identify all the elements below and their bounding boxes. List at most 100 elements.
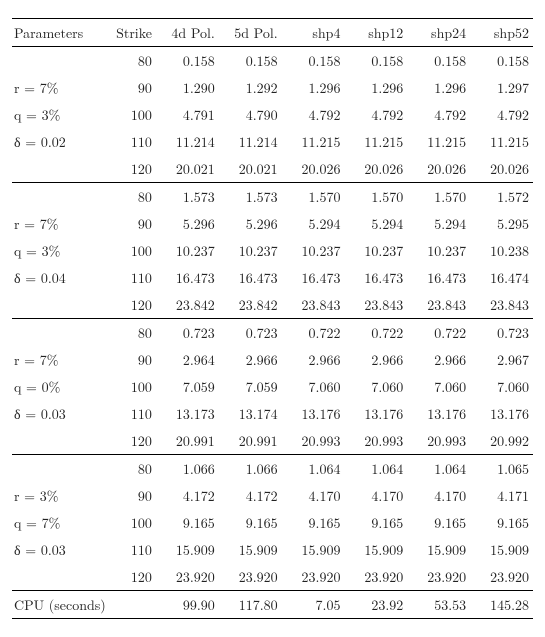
parameter-cell — [12, 47, 105, 75]
parameter-cell: δ = 0.02 — [12, 128, 105, 155]
value-cell: 16.473 — [156, 264, 219, 291]
parameter-cell — [12, 183, 105, 211]
value-cell: 23.920 — [470, 563, 533, 591]
value-cell: 15.909 — [282, 536, 345, 563]
parameter-cell — [12, 427, 105, 455]
strike-cell: 110 — [105, 264, 156, 291]
parameter-cell: q = 3% — [12, 101, 105, 128]
strike-cell: 90 — [105, 482, 156, 509]
value-cell: 1.064 — [282, 455, 345, 483]
value-cell: 4.171 — [470, 482, 533, 509]
value-cell: 11.215 — [282, 128, 345, 155]
value-cell: 1.290 — [156, 74, 219, 101]
table-row: δ = 0.0411016.47316.47316.47316.47316.47… — [12, 264, 533, 291]
table-row: 801.0661.0661.0641.0641.0641.065 — [12, 455, 533, 483]
table-row: r = 7%902.9642.9662.9662.9662.9662.967 — [12, 346, 533, 373]
strike-cell: 120 — [105, 427, 156, 455]
value-cell: 16.473 — [407, 264, 470, 291]
value-cell: 9.165 — [156, 509, 219, 536]
col-shp52: shp52 — [470, 19, 533, 47]
parameter-cell: q = 0% — [12, 373, 105, 400]
value-cell: 4.792 — [282, 101, 345, 128]
strike-cell: 80 — [105, 319, 156, 347]
value-cell: 11.215 — [407, 128, 470, 155]
parameter-cell — [12, 563, 105, 591]
table-row: q = 0%1007.0597.0597.0607.0607.0607.060 — [12, 373, 533, 400]
parameter-cell — [12, 291, 105, 319]
parameter-cell: q = 3% — [12, 237, 105, 264]
cpu-value: 99.90 — [156, 591, 219, 619]
value-cell: 11.215 — [344, 128, 407, 155]
value-cell: 5.294 — [344, 210, 407, 237]
value-cell: 0.158 — [470, 47, 533, 75]
table-row: δ = 0.0311015.90915.90915.90915.90915.90… — [12, 536, 533, 563]
value-cell: 23.843 — [470, 291, 533, 319]
strike-cell: 100 — [105, 373, 156, 400]
value-cell: 9.165 — [282, 509, 345, 536]
table-row: q = 3%10010.23710.23710.23710.23710.2371… — [12, 237, 533, 264]
value-cell: 16.473 — [282, 264, 345, 291]
value-cell: 4.792 — [407, 101, 470, 128]
value-cell: 0.722 — [282, 319, 345, 347]
table-row: 12023.92023.92023.92023.92023.92023.920 — [12, 563, 533, 591]
value-cell: 2.966 — [344, 346, 407, 373]
col-strike: Strike — [105, 19, 156, 47]
value-cell: 20.026 — [470, 155, 533, 183]
value-cell: 4.792 — [470, 101, 533, 128]
value-cell: 4.170 — [344, 482, 407, 509]
value-cell: 1.572 — [470, 183, 533, 211]
value-cell: 7.060 — [470, 373, 533, 400]
strike-cell: 120 — [105, 155, 156, 183]
value-cell: 2.967 — [470, 346, 533, 373]
strike-cell: 100 — [105, 101, 156, 128]
value-cell: 1.570 — [344, 183, 407, 211]
strike-cell: 100 — [105, 509, 156, 536]
value-cell: 20.992 — [470, 427, 533, 455]
value-cell: 2.966 — [407, 346, 470, 373]
parameter-cell — [12, 319, 105, 347]
value-cell: 13.176 — [470, 400, 533, 427]
value-cell: 1.064 — [344, 455, 407, 483]
value-cell: 20.021 — [219, 155, 282, 183]
value-cell: 7.060 — [344, 373, 407, 400]
strike-cell: 90 — [105, 210, 156, 237]
value-cell: 7.060 — [282, 373, 345, 400]
strike-cell: 100 — [105, 237, 156, 264]
col-shp4: shp4 — [282, 19, 345, 47]
table: Parameters Strike 4d Pol. 5d Pol. shp4 s… — [12, 18, 533, 619]
value-cell: 5.296 — [219, 210, 282, 237]
value-cell: 1.296 — [282, 74, 345, 101]
value-cell: 7.059 — [219, 373, 282, 400]
value-cell: 10.238 — [470, 237, 533, 264]
parameter-cell: r = 7% — [12, 74, 105, 101]
value-cell: 9.165 — [344, 509, 407, 536]
value-cell: 20.991 — [156, 427, 219, 455]
value-cell: 1.296 — [407, 74, 470, 101]
value-cell: 13.176 — [282, 400, 345, 427]
table-row: q = 3%1004.7914.7904.7924.7924.7924.792 — [12, 101, 533, 128]
value-cell: 13.176 — [344, 400, 407, 427]
value-cell: 0.158 — [219, 47, 282, 75]
value-cell: 20.991 — [219, 427, 282, 455]
value-cell: 5.294 — [282, 210, 345, 237]
strike-cell: 110 — [105, 536, 156, 563]
value-cell: 15.909 — [407, 536, 470, 563]
parameter-cell — [12, 155, 105, 183]
strike-cell: 110 — [105, 400, 156, 427]
value-cell: 1.573 — [156, 183, 219, 211]
table-row: 12020.02120.02120.02620.02620.02620.026 — [12, 155, 533, 183]
value-cell: 4.791 — [156, 101, 219, 128]
value-cell: 1.573 — [219, 183, 282, 211]
value-cell: 10.237 — [156, 237, 219, 264]
value-cell: 23.842 — [156, 291, 219, 319]
value-cell: 5.295 — [470, 210, 533, 237]
value-cell: 23.920 — [282, 563, 345, 591]
table-row: 801.5731.5731.5701.5701.5701.572 — [12, 183, 533, 211]
cpu-value: 7.05 — [282, 591, 345, 619]
value-cell: 20.026 — [282, 155, 345, 183]
value-cell: 1.570 — [282, 183, 345, 211]
table-row: 800.1580.1580.1580.1580.1580.158 — [12, 47, 533, 75]
value-cell: 0.722 — [407, 319, 470, 347]
value-cell: 23.842 — [219, 291, 282, 319]
value-cell: 2.966 — [219, 346, 282, 373]
